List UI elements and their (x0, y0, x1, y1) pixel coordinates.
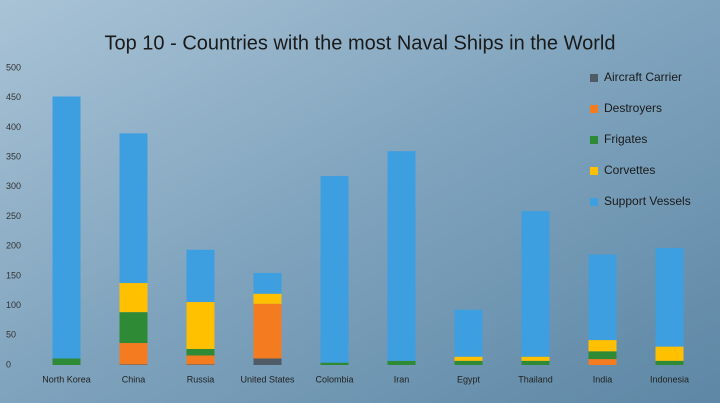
bar-segment (320, 176, 349, 363)
bar-segment (521, 211, 550, 357)
y-tick-label: 50 (6, 330, 16, 340)
bar-segment (119, 364, 148, 365)
bar-segment (186, 364, 215, 365)
y-tick-label: 200 (6, 241, 21, 251)
legend-swatch (590, 198, 598, 206)
legend-label: Corvettes (604, 163, 655, 177)
bar-segment (253, 272, 282, 294)
bar-segment (588, 351, 617, 360)
bar-segment (253, 358, 282, 365)
bar-segment (52, 358, 81, 365)
x-tick-label: North Korea (42, 374, 91, 384)
x-tick-label: United States (240, 374, 295, 384)
y-tick-label: 100 (6, 300, 21, 310)
x-tick-label: Colombia (315, 374, 353, 384)
x-tick-label: Iran (394, 374, 410, 384)
y-tick-label: 400 (6, 122, 21, 132)
bar-segment (454, 360, 483, 365)
x-tick-label: Thailand (518, 374, 553, 384)
bar-segment (655, 360, 684, 365)
y-tick-label: 250 (6, 211, 21, 221)
x-tick-label: Indonesia (650, 374, 689, 384)
bar-segment (454, 356, 483, 361)
bar-segment (387, 151, 416, 361)
y-tick-label: 350 (6, 151, 21, 161)
bar-segment (387, 360, 416, 365)
x-tick-label: China (122, 374, 146, 384)
bar-segment (52, 96, 81, 359)
bar-segment (186, 249, 215, 303)
bar-segment (186, 348, 215, 356)
bar-segment (655, 247, 684, 347)
y-tick-label: 300 (6, 181, 21, 191)
legend-label: Destroyers (604, 101, 662, 115)
bar-segment (119, 283, 148, 313)
x-tick-label: Russia (187, 374, 215, 384)
legend-label: Support Vessels (604, 194, 691, 208)
bar-segment (186, 355, 215, 365)
chart-title: Top 10 - Countries with the most Naval S… (105, 32, 616, 54)
bar-segment (253, 303, 282, 359)
bar-segment (588, 254, 617, 341)
x-tick-label: India (593, 374, 613, 384)
bar-segment (186, 302, 215, 349)
bar-segment (588, 340, 617, 352)
y-tick-label: 450 (6, 92, 21, 102)
legend-label: Aircraft Carrier (604, 70, 682, 84)
bar-segment (655, 346, 684, 361)
x-tick-label: Egypt (457, 374, 481, 384)
y-tick-label: 500 (6, 62, 21, 72)
bar-segment (253, 293, 282, 304)
legend-swatch (590, 74, 598, 82)
bar-segment (119, 312, 148, 344)
legend-swatch (590, 105, 598, 113)
y-tick-label: 150 (6, 270, 21, 280)
bar-segment (119, 343, 148, 365)
bar-segment (588, 359, 617, 365)
legend-label: Frigates (604, 132, 647, 146)
bar-segment (454, 309, 483, 357)
bar-segment (521, 356, 550, 361)
y-tick-label: 0 (6, 359, 11, 369)
bar-segment (521, 360, 550, 365)
bar-segment (119, 133, 148, 284)
bar-segment (320, 362, 349, 365)
legend-swatch (590, 136, 598, 144)
legend-swatch (590, 167, 598, 175)
